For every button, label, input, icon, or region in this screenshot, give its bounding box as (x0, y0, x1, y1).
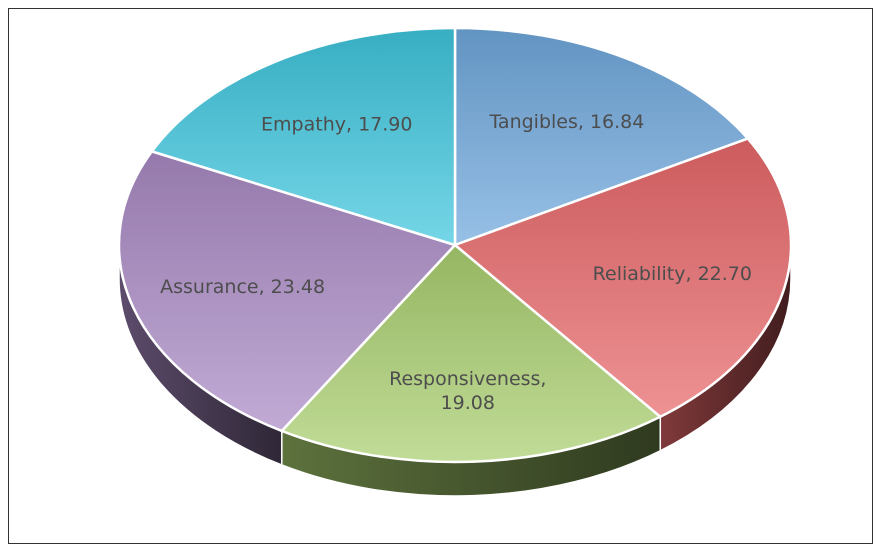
pie-label-assurance: Assurance, 23.48 (160, 276, 325, 298)
pie-label-empathy: Empathy, 17.90 (261, 113, 412, 135)
pie-chart: Tangibles, 16.84 Reliability, 22.70 Respon… (117, 26, 793, 497)
pie-slices (117, 26, 793, 464)
pie-slice-responsiveness (280, 243, 662, 464)
pie-slice-empathy (150, 26, 457, 247)
pie-slice-assurance (117, 150, 457, 433)
chart-frame: Tangibles, 16.84 Reliability, 22.70 Respon… (8, 8, 873, 544)
pie-slice-reliability (453, 137, 793, 419)
pie-slice-tangibles (453, 26, 750, 247)
pie-labels: Tangibles, 16.84 Reliability, 22.70 Respon… (160, 111, 752, 414)
pie-label-responsiveness: Responsiveness, 19.08 (389, 368, 546, 414)
pie-label-tangibles: Tangibles, 16.84 (488, 111, 644, 133)
pie-label-reliability: Reliability, 22.70 (593, 263, 752, 285)
